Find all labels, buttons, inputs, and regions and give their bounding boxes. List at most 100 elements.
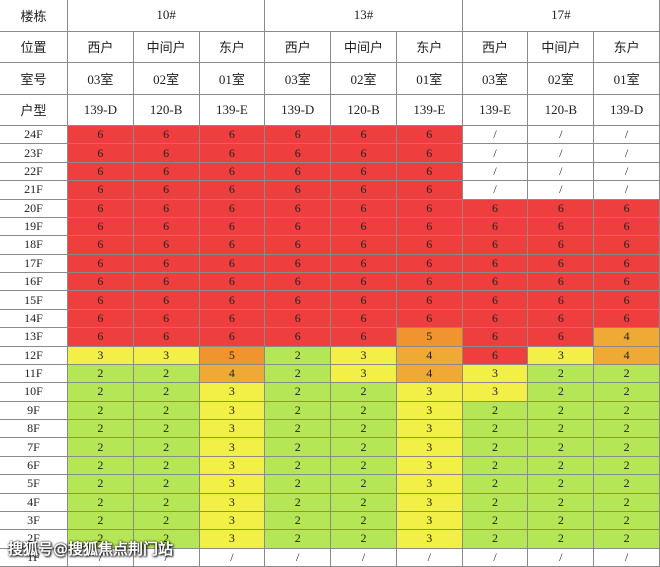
- status-cell: /: [528, 126, 595, 145]
- status-cell: /: [331, 548, 397, 567]
- status-cell: 6: [528, 217, 595, 237]
- status-cell: 6: [396, 236, 463, 255]
- status-cell: 3: [396, 438, 463, 457]
- status-cell: 2: [462, 401, 529, 420]
- status-cell: 2: [462, 493, 529, 512]
- position: 东户: [396, 31, 463, 63]
- status-cell: 6: [594, 199, 660, 218]
- status-cell: 2: [331, 456, 397, 476]
- status-cell: 3: [331, 346, 397, 365]
- status-cell: 2: [594, 438, 660, 457]
- status-cell: 6: [199, 126, 266, 145]
- status-cell: 2: [68, 511, 134, 531]
- watermark: 搜狐号@搜狐焦点荆门站: [8, 540, 174, 558]
- floor-label: 9F: [0, 401, 68, 420]
- room-number: 03室: [68, 63, 134, 95]
- status-cell: 6: [133, 126, 200, 145]
- status-cell: 3: [396, 401, 463, 420]
- unit-type: 120-B: [331, 94, 397, 126]
- status-cell: 2: [68, 438, 134, 457]
- floor-label: 22F: [0, 162, 68, 182]
- status-cell: 6: [528, 199, 595, 218]
- status-cell: 2: [68, 456, 134, 476]
- status-cell: 2: [462, 511, 529, 531]
- status-cell: 2: [133, 530, 200, 549]
- status-cell: 6: [68, 236, 134, 255]
- floor-label: 19F: [0, 217, 68, 237]
- status-cell: 6: [331, 181, 397, 200]
- status-cell: 2: [528, 456, 595, 476]
- status-cell: 6: [462, 254, 529, 273]
- status-cell: /: [594, 162, 660, 182]
- unit-type: 120-B: [133, 94, 200, 126]
- status-cell: 3: [68, 346, 134, 365]
- status-cell: 6: [331, 309, 397, 329]
- status-cell: 6: [68, 309, 134, 329]
- floor-label: 12F: [0, 346, 68, 365]
- status-cell: 2: [68, 420, 134, 439]
- room-number: 02室: [133, 63, 200, 95]
- status-cell: 6: [396, 181, 463, 200]
- status-cell: /: [68, 548, 134, 567]
- status-cell: /: [396, 548, 463, 567]
- floor-label: 13F: [0, 328, 68, 347]
- status-cell: 2: [68, 475, 134, 494]
- status-cell: 2: [594, 420, 660, 439]
- status-cell: 2: [265, 364, 332, 384]
- status-cell: 2: [265, 511, 332, 531]
- header-label: 户型: [0, 94, 68, 126]
- status-cell: 6: [331, 162, 397, 182]
- status-cell: 2: [133, 420, 200, 439]
- floor-label: 7F: [0, 438, 68, 457]
- status-cell: 4: [396, 364, 463, 384]
- floor-label: 24F: [0, 126, 68, 145]
- status-cell: 2: [331, 401, 397, 420]
- status-cell: 6: [528, 309, 595, 329]
- status-cell: 2: [528, 511, 595, 531]
- status-cell: 2: [331, 511, 397, 531]
- status-cell: 3: [199, 383, 266, 402]
- status-cell: 6: [265, 309, 332, 329]
- header-label: 室号: [0, 63, 68, 95]
- status-cell: 6: [133, 162, 200, 182]
- status-cell: 2: [462, 438, 529, 457]
- floor-label: 10F: [0, 383, 68, 402]
- status-cell: 2: [528, 383, 595, 402]
- status-cell: 4: [594, 328, 660, 347]
- status-cell: 6: [199, 162, 266, 182]
- status-cell: 2: [528, 475, 595, 494]
- status-cell: 2: [594, 383, 660, 402]
- status-cell: 2: [133, 511, 200, 531]
- room-number: 01室: [594, 63, 660, 95]
- status-cell: 6: [462, 291, 529, 310]
- status-cell: 2: [265, 383, 332, 402]
- status-cell: 6: [528, 236, 595, 255]
- status-cell: 6: [133, 217, 200, 237]
- status-cell: 6: [199, 181, 266, 200]
- position: 中间户: [528, 31, 595, 63]
- status-cell: 6: [396, 199, 463, 218]
- status-cell: 6: [265, 162, 332, 182]
- status-cell: 6: [396, 162, 463, 182]
- status-cell: 3: [199, 475, 266, 494]
- status-cell: 6: [396, 217, 463, 237]
- room-number: 02室: [331, 63, 397, 95]
- status-cell: 6: [199, 236, 266, 255]
- status-cell: 6: [199, 273, 266, 292]
- status-cell: 3: [199, 438, 266, 457]
- status-cell: 2: [331, 475, 397, 494]
- status-cell: 6: [68, 199, 134, 218]
- status-cell: 3: [199, 420, 266, 439]
- status-cell: 6: [199, 291, 266, 310]
- status-cell: 5: [396, 328, 463, 347]
- header-label: 楼栋: [0, 0, 68, 32]
- status-cell: 3: [396, 383, 463, 402]
- status-cell: 2: [68, 364, 134, 384]
- status-cell: 6: [133, 181, 200, 200]
- status-cell: 6: [396, 126, 463, 145]
- status-cell: 6: [462, 273, 529, 292]
- status-cell: 6: [331, 126, 397, 145]
- status-cell: 6: [396, 291, 463, 310]
- status-cell: 6: [199, 328, 266, 347]
- status-cell: 2: [331, 420, 397, 439]
